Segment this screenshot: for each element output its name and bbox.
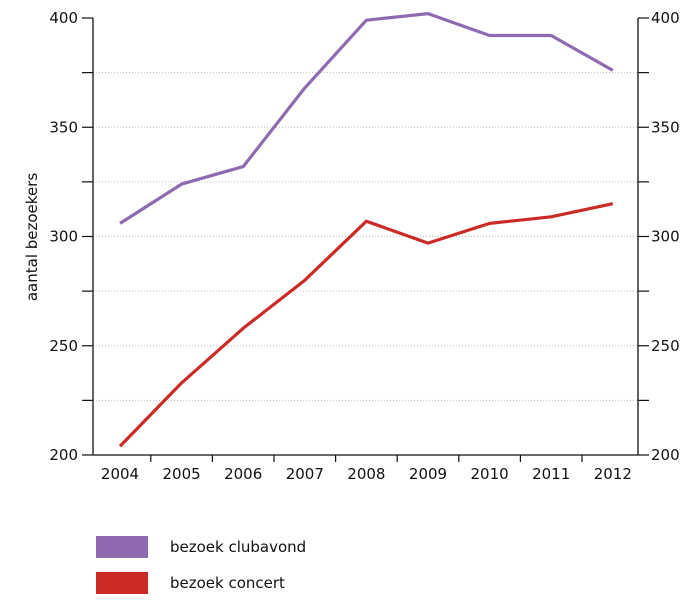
x-tick-label: 2007 bbox=[286, 465, 324, 483]
y-tick-label-right: 250 bbox=[651, 337, 680, 355]
legend-label-clubavond: bezoek clubavond bbox=[170, 538, 307, 556]
y-tick-label-left: 300 bbox=[49, 228, 78, 246]
y-axis-title: aantal bezoekers bbox=[23, 173, 41, 301]
x-tick-label: 2012 bbox=[594, 465, 632, 483]
x-tick-label: 2004 bbox=[101, 465, 139, 483]
x-tick-label: 2011 bbox=[532, 465, 570, 483]
y-tick-label-left: 400 bbox=[49, 9, 78, 27]
axis-ticks bbox=[82, 17, 649, 462]
series-line-clubavond bbox=[119, 12, 614, 225]
legend-swatch-concert bbox=[96, 572, 148, 594]
x-tick-label: 2009 bbox=[409, 465, 447, 483]
legend-item-clubavond: bezoek clubavond bbox=[96, 536, 306, 558]
x-tick-label: 2005 bbox=[163, 465, 201, 483]
legend-label-concert: bezoek concert bbox=[170, 574, 285, 592]
y-tick-label-left: 250 bbox=[49, 337, 78, 355]
y-tick-label-left: 200 bbox=[49, 446, 78, 464]
legend-swatch-clubavond bbox=[96, 536, 148, 558]
legend: bezoek clubavond bezoek concert bbox=[96, 536, 306, 608]
y-tick-label-left: 350 bbox=[49, 118, 78, 136]
x-tick-label: 2010 bbox=[471, 465, 509, 483]
y-tick-label-right: 300 bbox=[651, 228, 680, 246]
series-lines bbox=[118, 12, 614, 448]
series-line-concert bbox=[118, 202, 614, 448]
grid-lines bbox=[93, 72, 638, 401]
y-tick-label-right: 400 bbox=[651, 9, 680, 27]
y-tick-label-right: 200 bbox=[651, 446, 680, 464]
tick-labels: 200 200 250 250 300 300 350 350 400 400 2004 2005 20… bbox=[49, 9, 679, 483]
x-tick-label: 2006 bbox=[224, 465, 262, 483]
legend-item-concert: bezoek concert bbox=[96, 572, 306, 594]
y-tick-label-right: 350 bbox=[651, 118, 680, 136]
x-tick-label: 2008 bbox=[347, 465, 385, 483]
